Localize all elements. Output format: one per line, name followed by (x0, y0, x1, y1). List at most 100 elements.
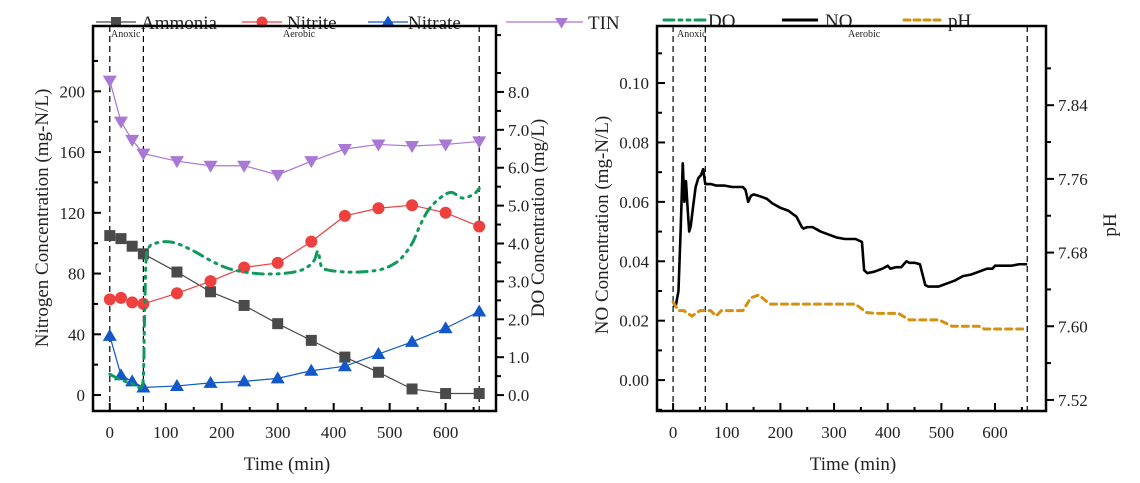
y2-tick-label: 3.0 (508, 272, 529, 291)
triangle-down-marker-icon (555, 18, 568, 29)
ammonia-data-point (104, 230, 116, 242)
phase-label-anoxic: Anoxic (111, 29, 141, 40)
left-y2-axis-title: DO Concentration (mg/L) (528, 119, 549, 317)
legend-label-do: DO (708, 11, 735, 32)
x-tick-label: 500 (377, 423, 403, 442)
ammonia-data-point (440, 388, 452, 400)
legend-label-ammonia: Ammonia (141, 13, 218, 34)
tin-data-point (169, 156, 184, 169)
nitrate-data-point (125, 374, 140, 387)
y-tick-label: 0.04 (619, 252, 649, 271)
tin-data-point (102, 75, 117, 88)
ph-series-line (671, 293, 1029, 331)
x-tick-label: 100 (714, 423, 740, 442)
nitrate-data-point (169, 378, 184, 391)
tin-data-point (203, 160, 218, 173)
x-tick-label: 200 (768, 423, 794, 442)
tin-series-line (109, 80, 480, 176)
phase-label-aerobic: Aerobic (283, 29, 316, 40)
nitrate-data-point (472, 304, 487, 317)
legend-label-nitrite: Nitrite (287, 13, 337, 34)
nitrate-data-point (438, 321, 453, 334)
y-tick-label: 200 (60, 82, 86, 101)
tin-data-point (237, 160, 252, 173)
legend-item-nitrate: Nitrate (368, 13, 461, 34)
ammonia-data-point (126, 240, 138, 252)
right-y-axis-title: NO Concentration (mg-N/L) (592, 116, 613, 334)
right-series-layer (671, 26, 1029, 411)
x-tick-label: 100 (153, 423, 179, 442)
y2-tick-label: 7.0 (508, 121, 529, 140)
tin-data-point (371, 139, 386, 152)
tin-data-point (438, 139, 453, 152)
ammonia-data-point (205, 286, 217, 298)
nitrite-series-line (109, 204, 480, 305)
y2-tick-label: 7.76 (1058, 170, 1088, 189)
x-tick-label: 0 (106, 423, 115, 442)
tin-data-point (136, 148, 151, 161)
nitrate-data-point (304, 363, 319, 376)
no-series-line (673, 161, 1028, 308)
legend-item-ph: pH (902, 11, 972, 32)
nitrate-data-point (102, 328, 117, 341)
legend-label-nitrate: Nitrate (408, 13, 461, 34)
ammonia-data-point (372, 366, 384, 378)
y-tick-label: 0.10 (619, 74, 649, 93)
y-tick-label: 40 (68, 325, 85, 344)
nitrate-series-line (109, 310, 480, 389)
y2-tick-label: 7.68 (1058, 244, 1088, 263)
ammonia-data-point (339, 351, 351, 363)
y2-tick-label: 6.0 (508, 159, 529, 178)
x-tick-label: 600 (982, 423, 1008, 442)
nitrite-data-point (305, 235, 318, 248)
left-x-axis-title: Time (min) (244, 454, 330, 475)
ammonia-series-line (109, 235, 480, 395)
ammonia-data-point (238, 299, 250, 311)
ammonia-data-point (137, 248, 149, 260)
nitrite-data-point (238, 261, 251, 274)
y-tick-label: 120 (60, 204, 86, 223)
y2-tick-label: 5.0 (508, 197, 529, 216)
y2-tick-label: 1.0 (508, 348, 529, 367)
left-series-layer (102, 26, 487, 411)
nitrogen-do-chart: 0 100 200 300 400 500 600 0 40 80 120 160 200 0.0 1.0 2… (32, 24, 549, 475)
y-tick-label: 160 (60, 143, 86, 162)
y-tick-label: 80 (68, 265, 85, 284)
nitrate-data-point (337, 359, 352, 372)
nitrate-data-point (405, 334, 420, 347)
y-tick-label: 0.00 (619, 371, 649, 390)
tin-data-point (113, 116, 128, 129)
x-tick-label: 300 (821, 423, 847, 442)
legend-label-tin: TIN (588, 13, 620, 34)
tin-data-point (125, 134, 140, 147)
legend-item-ammonia: Ammonia (96, 13, 218, 34)
nitrite-data-point (103, 293, 116, 306)
y-tick-label: 0.08 (619, 133, 649, 152)
y2-tick-label: 7.60 (1058, 317, 1088, 336)
x-tick-label: 300 (265, 423, 291, 442)
legend-item-tin: TIN (506, 13, 620, 34)
legend-label-ph: pH (948, 11, 972, 32)
nitrite-data-point (114, 291, 127, 304)
x-tick-label: 500 (929, 423, 955, 442)
ammonia-data-point (115, 233, 127, 245)
square-marker-icon (111, 17, 121, 27)
left-axes-layer: 0 100 200 300 400 500 600 0 40 80 120 160 200 0.0 1.0 2… (60, 24, 529, 442)
x-tick-label: 400 (875, 423, 901, 442)
y2-tick-label: 7.84 (1058, 96, 1088, 115)
nitrate-data-point (371, 347, 386, 360)
nitrite-data-point (204, 275, 217, 288)
tin-data-point (304, 156, 319, 169)
x-tick-label: 0 (669, 423, 678, 442)
nitrite-data-point (372, 202, 385, 215)
ammonia-data-point (272, 318, 284, 330)
right-x-axis-title: Time (min) (810, 454, 896, 475)
x-tick-label: 200 (209, 423, 235, 442)
tin-data-point (337, 144, 352, 157)
do-series-line (108, 187, 481, 390)
y-tick-label: 0.02 (619, 312, 649, 331)
ammonia-data-point (171, 266, 183, 278)
tin-data-point (472, 136, 487, 149)
nitrite-data-point (170, 287, 183, 300)
